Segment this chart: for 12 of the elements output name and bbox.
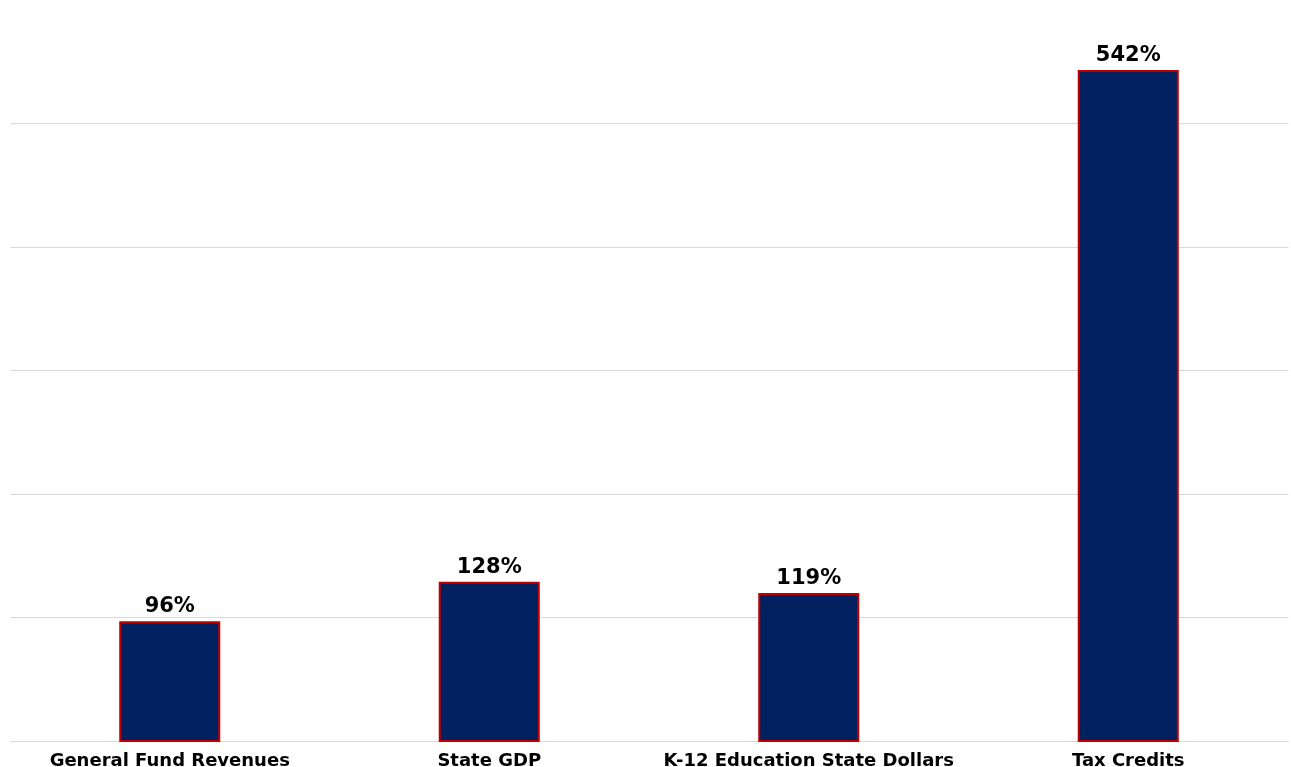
bar <box>758 592 860 742</box>
x-tick-label: General Fund Revenues <box>49 748 290 767</box>
bar <box>1077 70 1179 742</box>
data-label: 128% <box>456 553 522 578</box>
bar <box>119 621 221 742</box>
data-label: 96% <box>144 593 195 618</box>
x-tick-label: State GDP <box>437 748 542 767</box>
x-tick-label: Tax Credits <box>1071 748 1185 767</box>
bar <box>438 581 540 742</box>
x-tick-label: K-12 Education State Dollars <box>663 748 954 767</box>
data-label: 119% <box>776 564 842 589</box>
data-label: 542% <box>1095 42 1161 66</box>
